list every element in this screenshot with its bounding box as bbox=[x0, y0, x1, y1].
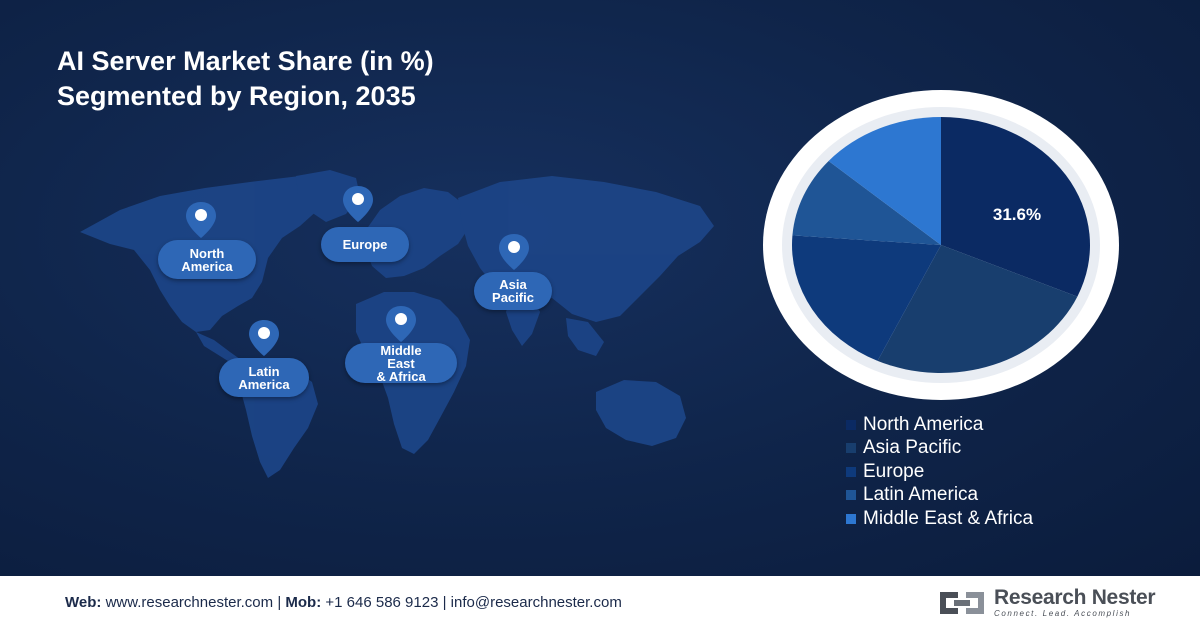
north-america-label-line-2: America bbox=[181, 258, 233, 274]
middle-east-africa-label-line-1: Middle bbox=[380, 342, 422, 358]
infographic-canvas: AI Server Market Share (in %) Segmented … bbox=[0, 0, 1200, 576]
north-america-label-line-1: North bbox=[189, 245, 225, 261]
pie-slice-north-america bbox=[941, 117, 1090, 297]
title-line-1: AI Server Market Share (in %) bbox=[57, 46, 434, 76]
europe-badge: Europe bbox=[321, 227, 409, 262]
logo-name: Research Nester bbox=[994, 586, 1156, 609]
latin-america-label-line-2: America bbox=[238, 376, 290, 392]
legend-label-middle-east-africa: Middle East & Africa bbox=[863, 507, 1034, 529]
logo-tagline: Connect. Lead. Accomplish bbox=[994, 609, 1132, 618]
latin-america-pin-icon bbox=[249, 320, 279, 356]
europe-label: Europe bbox=[342, 237, 388, 252]
pie-slice-middle-east-africa bbox=[828, 117, 941, 245]
legend-swatch-north-america bbox=[846, 419, 856, 430]
chart-legend: North America Asia Pacific Europe Latin … bbox=[846, 413, 1033, 531]
asia-pacific-badge: Asia Pacific bbox=[474, 272, 552, 310]
legend-item-europe: Europe bbox=[846, 460, 1033, 484]
pie-data-label-north-america: 31.6% bbox=[993, 205, 1041, 224]
legend-label-latin-america: Latin America bbox=[863, 484, 979, 506]
legend-swatch-middle-east-africa bbox=[846, 513, 856, 524]
pie-slices bbox=[792, 117, 1090, 373]
australia-shape bbox=[596, 380, 686, 446]
greenland-shape bbox=[296, 170, 360, 222]
legend-item-asia-pacific: Asia Pacific bbox=[846, 437, 1033, 461]
legend-item-middle-east-africa: Middle East & Africa bbox=[846, 507, 1033, 531]
middle-east-africa-label-line-3: & Africa bbox=[376, 368, 426, 384]
web-link[interactable]: www.researchnester.com bbox=[105, 594, 274, 611]
legend-label-asia-pacific: Asia Pacific bbox=[863, 437, 962, 459]
chart-title: AI Server Market Share (in %) Segmented … bbox=[57, 44, 434, 114]
mob-label: Mob: bbox=[285, 594, 322, 611]
legend-swatch-europe bbox=[846, 466, 856, 477]
research-nester-logo[interactable]: Research Nester Connect. Lead. Accomplis… bbox=[936, 586, 1156, 620]
latin-america-label-line-1: Latin bbox=[248, 363, 280, 379]
north-america-badge: North America bbox=[158, 240, 256, 279]
pie-slice-asia-pacific bbox=[877, 245, 1078, 373]
north-america-pin-icon bbox=[186, 202, 216, 238]
europe-pin-icon bbox=[343, 186, 373, 222]
pie-chart: 31.6% bbox=[763, 90, 1119, 400]
legend-label-north-america: North America bbox=[863, 413, 984, 435]
separator-1: | bbox=[277, 594, 282, 611]
legend-swatch-asia-pacific bbox=[846, 443, 856, 454]
legend-swatch-latin-america bbox=[846, 490, 856, 501]
southeast-asia-shape bbox=[566, 318, 604, 356]
contact-line: Web: www.researchnester.com | Mob: +1 64… bbox=[65, 594, 622, 611]
middle-east-africa-label-line-2: East bbox=[387, 355, 415, 371]
email-link[interactable]: info@researchnester.com bbox=[450, 594, 622, 611]
pie-slice-latin-america bbox=[792, 160, 941, 245]
asia-pacific-pin-icon bbox=[499, 234, 529, 270]
asia-pacific-label-line-1: Asia bbox=[499, 277, 527, 292]
research-nester-logo-icon bbox=[940, 592, 984, 614]
central-america-shape bbox=[196, 332, 244, 366]
legend-item-latin-america: Latin America bbox=[846, 484, 1033, 508]
latin-america-badge: Latin America bbox=[219, 358, 309, 397]
asia-pacific-label-line-2: Pacific bbox=[492, 290, 534, 305]
phone-number[interactable]: +1 646 586 9123 bbox=[325, 594, 439, 611]
legend-item-north-america: North America bbox=[846, 413, 1033, 437]
middle-east-africa-badge: Middle East & Africa bbox=[345, 343, 457, 383]
title-line-2: Segmented by Region, 2035 bbox=[57, 81, 416, 111]
middle-east-africa-pin-icon bbox=[386, 306, 416, 342]
pie-slice-europe bbox=[792, 235, 941, 361]
web-label: Web: bbox=[65, 594, 102, 611]
legend-label-europe: Europe bbox=[863, 460, 925, 482]
separator-2: | bbox=[442, 594, 447, 611]
footer: Web: www.researchnester.com | Mob: +1 64… bbox=[0, 576, 1200, 628]
